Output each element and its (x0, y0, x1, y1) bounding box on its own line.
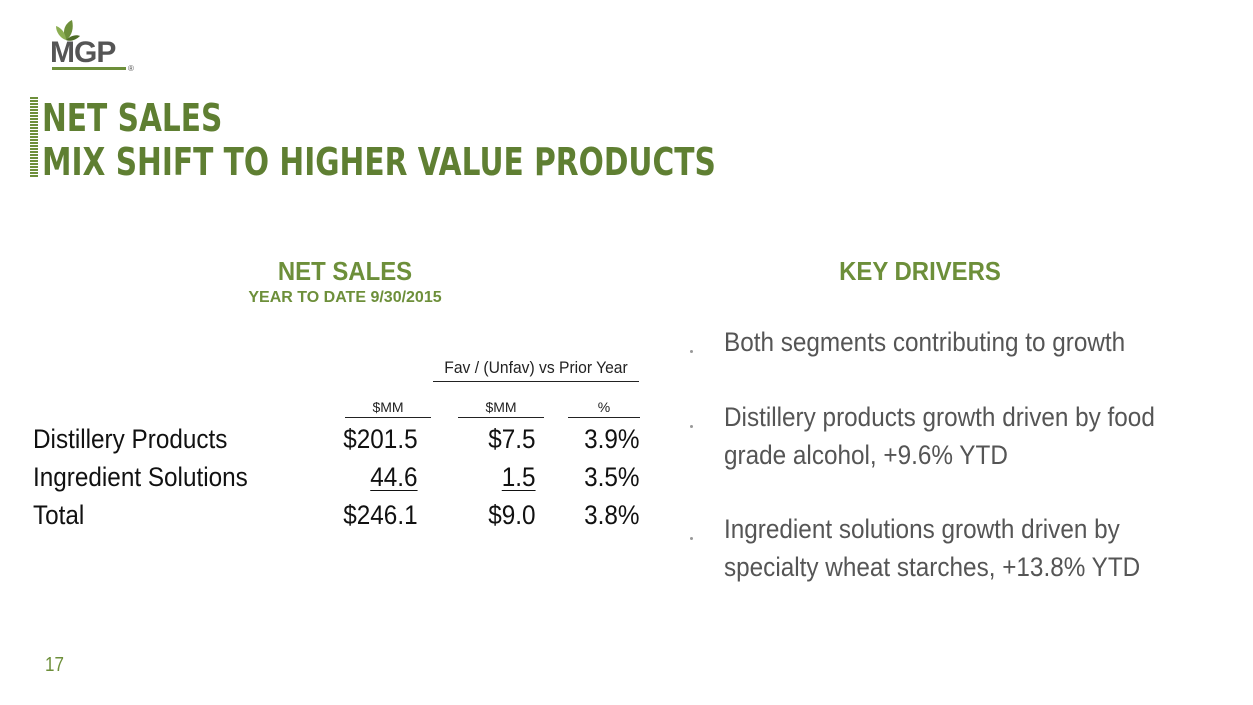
table-row-label: Total (33, 500, 85, 530)
table-row-label: Ingredient Solutions (33, 462, 248, 492)
column-rule-change (458, 417, 544, 418)
net-sales-heading: NET SALES (277, 256, 413, 286)
title-accent-bar (30, 97, 38, 177)
key-drivers-heading: KEY DRIVERS (839, 256, 1001, 286)
table-group-header: Fav / (Unfav) vs Prior Year (444, 358, 628, 377)
table-cell-percent: 3.8% (584, 500, 640, 530)
key-driver-item: Both segments contributing to growth (724, 327, 1126, 357)
table-cell-percent: 3.9% (584, 424, 640, 454)
bullet-icon (690, 537, 693, 540)
page-title: NET SALES (42, 96, 223, 140)
group-header-rule (433, 381, 639, 382)
table-cell-change: 1.5 (502, 462, 536, 492)
column-rule-sales (345, 417, 431, 418)
key-driver-item: Distillery products growth driven by foo… (724, 402, 1155, 470)
logo-registered-mark: ® (128, 64, 134, 73)
page-number: 17 (45, 654, 64, 676)
column-rule-percent (568, 417, 640, 418)
key-driver-item: Ingredient solutions growth driven by sp… (724, 514, 1141, 582)
mgp-logo-icon (56, 20, 80, 41)
table-cell-sales: $246.1 (343, 500, 418, 530)
bullet-icon (690, 425, 693, 428)
net-sales-subheading: YEAR TO DATE 9/30/2015 (248, 289, 442, 306)
bullet-icon (690, 350, 693, 353)
table-cell-sales: $201.5 (343, 424, 418, 454)
table-cell-change: $7.5 (488, 424, 536, 454)
table-cell-sales: 44.6 (370, 462, 418, 492)
table-cell-percent: 3.5% (584, 462, 640, 492)
page-subtitle: MIX SHIFT TO HIGHER VALUE PRODUCTS (42, 140, 716, 184)
logo-underline (52, 67, 126, 70)
column-header-percent: % (597, 399, 611, 415)
table-row-label: Distillery Products (33, 424, 228, 454)
logo-wordmark: MGP (50, 36, 116, 69)
column-header-change: $MM (485, 399, 517, 415)
column-header-sales: $MM (372, 399, 404, 415)
table-cell-change: $9.0 (488, 500, 536, 530)
